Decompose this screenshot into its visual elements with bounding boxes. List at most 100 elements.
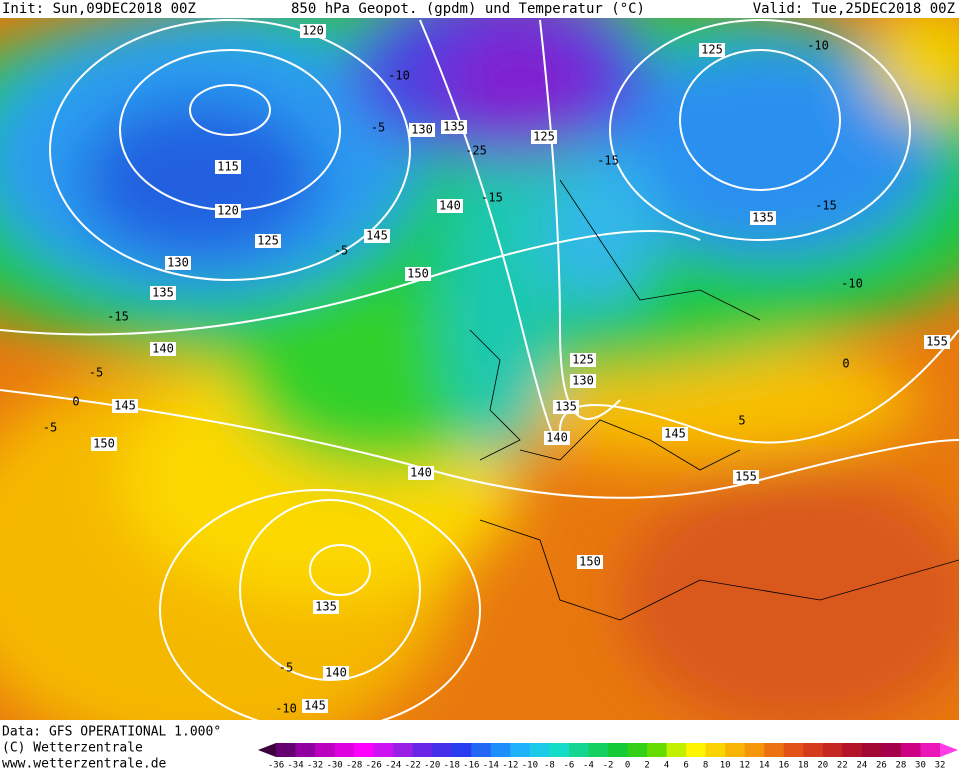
- height-label: 140: [325, 666, 347, 680]
- colorbar-swatch: [686, 743, 707, 757]
- colorbar-end: [940, 743, 958, 757]
- height-label-box: [300, 24, 326, 38]
- data-source: Data: GFS OPERATIONAL 1.000°: [2, 725, 221, 740]
- temperature-label: -5: [89, 366, 103, 380]
- colorbar-tick-label: -4: [583, 761, 594, 770]
- colorbar-swatch: [881, 743, 902, 757]
- temperature-labels: -10 -10 -5 -25 -15 -15 -15 -5 -15 -10 -5 0 -5 0 5 -5 -10: [43, 39, 863, 716]
- colorbar-tick-label: -20: [424, 761, 440, 770]
- temperature-label: -10: [388, 69, 410, 83]
- colorbar-tick-label: 8: [703, 761, 708, 770]
- temperature-label: -5: [279, 661, 293, 675]
- height-label-box: [409, 123, 435, 137]
- init-time: Init: Sun,09DEC2018 00Z: [2, 1, 196, 17]
- temperature-label: 0: [72, 395, 79, 409]
- colorbar-swatch: [276, 743, 297, 757]
- colorbar-tick-label: -10: [522, 761, 538, 770]
- colorbar-tick-label: -22: [405, 761, 421, 770]
- colorbar-swatch: [354, 743, 375, 757]
- temperature-label: -5: [371, 121, 385, 135]
- temperature-label: -15: [815, 199, 837, 213]
- colorbar-swatch: [666, 743, 687, 757]
- height-label-box: [165, 256, 191, 270]
- temperature-label: -5: [43, 421, 57, 435]
- temperature-label: -10: [275, 702, 297, 716]
- colorbar-end: [258, 743, 276, 757]
- height-label: 140: [439, 199, 461, 213]
- height-label: 140: [152, 342, 174, 356]
- colorbar-tick-label: -6: [564, 761, 575, 770]
- colorbar-swatch: [783, 743, 804, 757]
- colorbar-swatch: [842, 743, 863, 757]
- height-label: 145: [304, 699, 326, 713]
- colorbar-swatch: [451, 743, 472, 757]
- colorbar-tick-label: -12: [502, 761, 518, 770]
- colorbar-swatch: [588, 743, 609, 757]
- height-label-box: [215, 160, 241, 174]
- height-label-box: [924, 335, 950, 349]
- colorbar-swatch: [510, 743, 531, 757]
- copyright: (C) Wetterzentrale: [2, 741, 143, 756]
- height-label: 130: [572, 374, 594, 388]
- colorbar-swatch: [627, 743, 648, 757]
- colorbar-tick-label: -34: [287, 761, 303, 770]
- height-label: 145: [114, 399, 136, 413]
- colorbar-tick-label: 22: [837, 761, 848, 770]
- colorbar-tick-label: 10: [720, 761, 731, 770]
- height-label: 130: [167, 256, 189, 270]
- colorbar-swatch: [432, 743, 453, 757]
- geopotential-contours: [0, 19, 959, 720]
- colorbar-swatch: [764, 743, 785, 757]
- colorbar-swatch: [412, 743, 433, 757]
- height-label-box: [544, 431, 570, 445]
- height-label: 140: [546, 431, 568, 445]
- height-label: 135: [152, 286, 174, 300]
- colorbar-swatch: [334, 743, 355, 757]
- height-label-box: [662, 427, 688, 441]
- height-label-box: [531, 130, 557, 144]
- height-label: 125: [701, 43, 723, 57]
- height-label: 120: [217, 204, 239, 218]
- height-label-box: [577, 555, 603, 569]
- height-labels: 120 125 130 135 125 115 120 140 125 145 130 150 135 1…: [91, 24, 950, 713]
- height-label-box: [553, 400, 579, 414]
- colorbar-tick-label: 6: [683, 761, 688, 770]
- url: www.wetterzentrale.de: [2, 757, 167, 770]
- height-label-box: [313, 600, 339, 614]
- height-label: 155: [926, 335, 948, 349]
- colorbar-swatch: [549, 743, 570, 757]
- height-label: 150: [407, 267, 429, 281]
- colorbar-tick-label: 18: [798, 761, 809, 770]
- colorbar-swatch: [568, 743, 589, 757]
- colorbar-tick-label: -8: [544, 761, 555, 770]
- temperature-label: -15: [481, 191, 503, 205]
- height-label-box: [364, 229, 390, 243]
- colorbar-tick-label: -30: [326, 761, 342, 770]
- height-label: 135: [443, 120, 465, 134]
- colorbar-tick-label: 0: [625, 761, 630, 770]
- colorbar-tick-label: -14: [483, 761, 499, 770]
- height-label: 120: [302, 24, 324, 38]
- colorbar-tick-label: 16: [778, 761, 789, 770]
- height-label: 135: [555, 400, 577, 414]
- height-label-box: [699, 43, 725, 57]
- height-label: 130: [411, 123, 433, 137]
- colorbar-swatch: [373, 743, 394, 757]
- colorbar-swatch: [490, 743, 511, 757]
- colorbar-tick-label: 32: [935, 761, 946, 770]
- colorbar-swatch: [920, 743, 941, 757]
- colorbar-tick-label: -36: [268, 761, 284, 770]
- colorbar-tick-label: 12: [739, 761, 750, 770]
- height-label: 135: [752, 211, 774, 225]
- colorbar-swatch: [295, 743, 316, 757]
- height-label: 115: [217, 160, 239, 174]
- temperature-label: 0: [842, 357, 849, 371]
- height-label-box: [150, 286, 176, 300]
- colorbar-swatch: [705, 743, 726, 757]
- temperature-label: 5: [738, 414, 745, 428]
- colorbar-swatch: [608, 743, 629, 757]
- height-label-box: [405, 267, 431, 281]
